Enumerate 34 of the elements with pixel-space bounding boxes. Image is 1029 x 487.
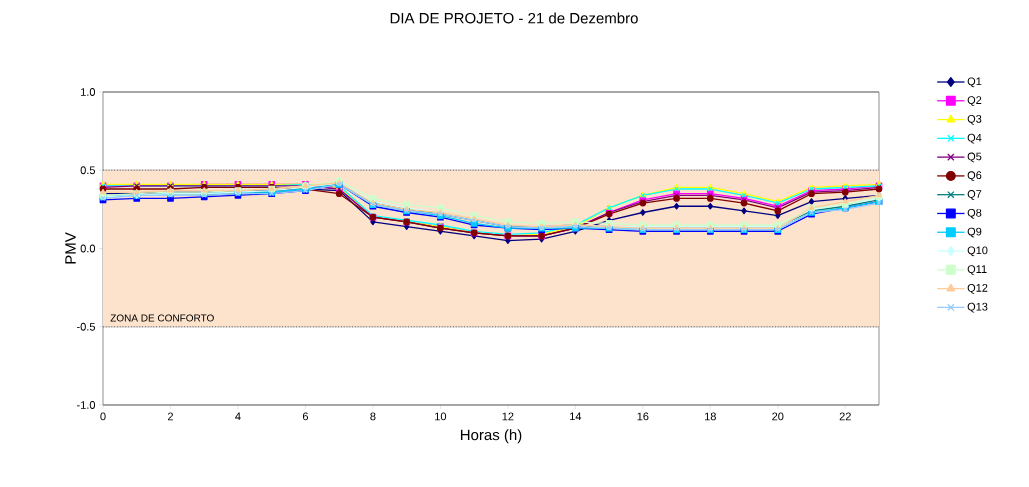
legend-label: Q8 [967,208,982,219]
x-tick-label: 2 [167,412,173,421]
legend-label: Q1 [967,77,982,88]
y-tick-label: 0.0 [80,244,96,253]
y-tick-label: 0.5 [80,166,96,175]
x-tick-label: 22 [839,412,851,421]
x-tick-label: 12 [502,412,514,421]
y-tick-label: 1.0 [81,88,96,96]
x-tick-label: 10 [435,412,447,421]
legend-label: Q7 [967,190,982,200]
x-tick-label: 18 [705,412,716,421]
legend-label: Q2 [967,96,982,106]
x-tick-label: 14 [570,412,582,421]
y-tick-label: -1.0 [77,401,96,409]
band-label: ZONA DE CONFORTO [110,314,214,322]
x-tick-label: 8 [370,412,376,421]
legend-label: Q5 [967,152,982,163]
y-axis-title: PMV [65,232,76,264]
legend-label: Q6 [967,171,982,182]
x-axis-title: Horas (h) [460,429,522,444]
x-tick-label: 0 [100,412,106,421]
x-tick-label: 6 [302,412,309,421]
x-tick-label: 16 [637,412,649,421]
x-tick-label: 20 [772,412,784,421]
chart-title: DIA DE PROJETO - 21 de Dezembro [390,12,638,24]
legend-label: Q11 [967,265,987,275]
x-tick-label: 4 [235,412,241,421]
legend-label: Q3 [967,114,982,125]
legend-label: Q12 [967,284,988,294]
legend-label: Q9 [967,227,982,238]
legend-label: Q13 [967,302,988,313]
legend-label: Q10 [967,246,988,257]
y-tick-label: -0.5 [77,322,96,331]
legend-label: Q4 [967,133,982,144]
